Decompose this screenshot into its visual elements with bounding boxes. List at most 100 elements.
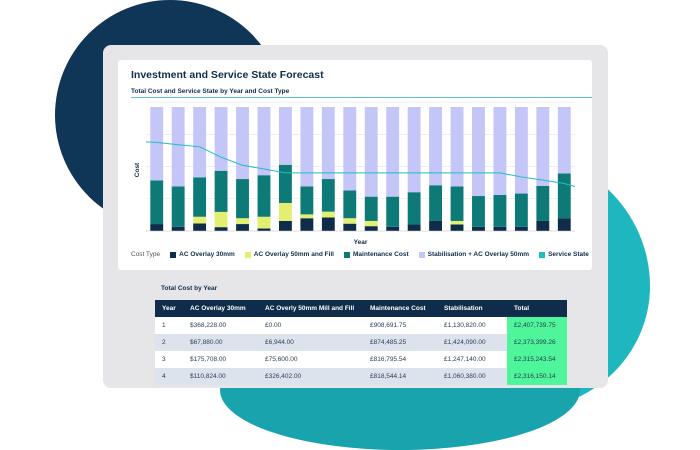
table-cell: £816,795.54 <box>363 351 437 368</box>
table-cell: £1,130,820.00 <box>437 317 507 334</box>
bar-segment <box>429 220 443 231</box>
bar-segment <box>150 224 164 231</box>
bar-segment <box>343 190 357 219</box>
bar-segment <box>236 107 249 180</box>
bar-segment <box>343 218 357 224</box>
table-cell: £2,373,399.26 <box>507 334 567 351</box>
bar-segment <box>257 228 271 231</box>
bar-segment <box>171 226 185 231</box>
bar-segment <box>429 185 443 221</box>
legend-item-ac30[interactable]: AC Overlay 30mm <box>170 251 235 258</box>
bar-segment <box>472 226 485 231</box>
bar-segment <box>214 107 228 171</box>
bar-segment <box>472 107 485 197</box>
bar-segment <box>493 226 507 231</box>
bar-segment <box>557 107 571 174</box>
legend-label: Stabilisation + AC Overlay 50mm <box>427 251 530 258</box>
bar-segment <box>300 186 314 215</box>
bar-segment <box>214 227 228 231</box>
divider <box>131 97 592 98</box>
table-cell: £75,600.00 <box>258 351 363 368</box>
bar-segment <box>193 216 207 224</box>
bar-segment <box>536 185 550 221</box>
bar-segment <box>278 202 292 221</box>
legend-swatch <box>244 251 251 258</box>
bar-segment <box>193 107 207 178</box>
bar-segment <box>386 107 400 197</box>
bar-segment <box>450 186 464 221</box>
table-row[interactable]: 2 $67,880.00 £6,944.00 £874,485.25 £1,424,09… <box>155 334 567 351</box>
col-ac50[interactable]: AC Overly 50mm Mill and Fill <box>258 300 363 317</box>
table-row[interactable]: 3 $175,708.00 £75,600.00 £816,795.54 £1,247,… <box>155 351 567 368</box>
bar-segment <box>364 220 378 227</box>
bar-segment <box>257 216 271 229</box>
table-cell: £2,315,243.54 <box>507 351 567 368</box>
bar-segment <box>171 186 185 227</box>
bar-segment <box>450 107 464 187</box>
bar-segment <box>300 107 314 187</box>
table-cell: $67,880.00 <box>183 334 258 351</box>
bar-segment <box>450 220 464 225</box>
legend-swatch <box>344 251 350 258</box>
bar-segment <box>386 226 400 231</box>
legend-item-ac50[interactable]: AC Overlay 50mm and Fill <box>244 251 334 258</box>
bar-segment <box>214 170 228 212</box>
col-stabilisation[interactable]: Stabilisation <box>437 300 507 317</box>
col-maintenance[interactable]: Maintenance Cost <box>363 300 437 317</box>
bar-segment <box>150 180 164 225</box>
bar-segment <box>364 226 378 231</box>
bar-segment <box>214 211 228 228</box>
bar-segment <box>386 196 400 227</box>
bar-segment <box>343 223 357 231</box>
legend-label: Maintenance Cost <box>353 251 409 258</box>
bar-segment <box>321 179 335 212</box>
bar-segment <box>407 107 421 193</box>
legend: Cost Type AC Overlay 30mm AC Overlay 50m… <box>131 251 589 258</box>
col-year[interactable]: Year <box>155 300 183 317</box>
table-cell: £1,060,380.00 <box>437 368 507 385</box>
bar-segment <box>450 224 464 231</box>
legend-item-service-state[interactable]: Service State <box>539 251 589 258</box>
col-ac30[interactable]: AC Overlay 30mm <box>183 300 258 317</box>
total-cost-table: Year AC Overlay 30mm AC Overly 50mm Mill… <box>155 300 567 385</box>
bar-segment <box>300 218 314 231</box>
bar-segment <box>236 224 249 231</box>
table-header-row: Year AC Overlay 30mm AC Overly 50mm Mill… <box>155 300 567 317</box>
table-row[interactable]: 1 $368,228.00 £0.00 £908,691.75 £1,130,820.0… <box>155 317 567 334</box>
bar-segment <box>300 214 314 219</box>
table-row[interactable]: 4 $110,824.00 £326,402.00 £818,544.14 £1,060… <box>155 368 567 385</box>
bar-segment <box>493 107 507 195</box>
legend-swatch <box>170 251 177 258</box>
table-cell: £2,316,150.14 <box>507 368 567 385</box>
bar-segment <box>171 107 185 187</box>
table-cell: $368,228.00 <box>183 317 258 334</box>
bar-segment <box>493 194 507 227</box>
bar-segment <box>364 196 378 221</box>
table-cell: $110,824.00 <box>183 368 258 385</box>
bar-segment <box>557 218 571 231</box>
legend-item-stabilisation[interactable]: Stabilisation + AC Overlay 50mm <box>418 251 530 258</box>
table-cell: 4 <box>155 368 183 385</box>
bar-segment <box>193 223 207 231</box>
bar-segment <box>193 177 207 217</box>
bar-segment <box>429 107 443 186</box>
bar-segment <box>536 107 550 186</box>
x-axis-label: Year <box>354 239 368 246</box>
legend-swatch <box>539 251 546 258</box>
legend-title: Cost Type <box>131 251 161 258</box>
legend-label: Service State <box>548 251 589 258</box>
table-cell: £1,247,140.00 <box>437 351 507 368</box>
stacked-bar-chart: Year Cost <box>134 101 576 246</box>
table-cell: £818,544.14 <box>363 368 437 385</box>
bar-segment <box>557 173 571 219</box>
bar-segment <box>321 107 335 180</box>
bar-segment <box>407 192 421 225</box>
legend-swatch <box>418 251 425 258</box>
bar-segment <box>257 107 271 176</box>
col-total[interactable]: Total <box>507 300 567 317</box>
bar-segment <box>236 179 249 219</box>
table-cell: $175,708.00 <box>183 351 258 368</box>
legend-item-maintenance[interactable]: Maintenance Cost <box>344 251 409 258</box>
legend-label: AC Overlay 30mm <box>179 251 235 258</box>
table-cell: £6,944.00 <box>258 334 363 351</box>
